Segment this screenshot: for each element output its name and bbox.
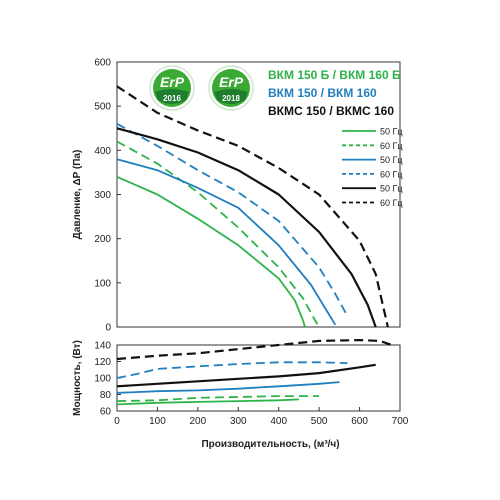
legend-group-title: ВКМ 150 Б / ВКМ 160 Б bbox=[268, 68, 401, 82]
pressure-y-tick-label: 200 bbox=[94, 234, 111, 245]
power-y-tick-label: 140 bbox=[94, 341, 111, 352]
badge-year: 2016 bbox=[163, 94, 181, 103]
pressure-y-tick-label: 500 bbox=[94, 102, 111, 113]
power-series-4-line bbox=[116, 363, 376, 388]
power-series-2-line bbox=[116, 381, 340, 394]
badge-band bbox=[214, 89, 248, 104]
power-series-3-line bbox=[116, 361, 348, 379]
power-x-tick-label: 700 bbox=[392, 416, 409, 427]
badge-band bbox=[155, 89, 189, 104]
power-x-tick-label: 300 bbox=[230, 416, 247, 427]
pressure-series-4-line bbox=[116, 127, 377, 328]
power-series-0-line bbox=[116, 398, 299, 406]
power-x-tick-label: 500 bbox=[311, 416, 328, 427]
legend-entry-label: 60 Гц bbox=[380, 198, 403, 208]
legend-entry-label: 60 Гц bbox=[380, 169, 403, 179]
pressure-y-tick-label: 0 bbox=[105, 323, 111, 334]
legend-entry-label: 50 Гц bbox=[380, 155, 403, 165]
power-x-tick-label: 600 bbox=[351, 416, 368, 427]
power-x-tick-label: 0 bbox=[114, 416, 120, 427]
pressure-y-axis-label: Давление, ΔP (Па) bbox=[72, 150, 83, 240]
power-y-tick-label: 100 bbox=[94, 374, 111, 385]
pressure-series-2-line bbox=[116, 158, 337, 326]
badge-year: 2018 bbox=[222, 94, 240, 103]
legend-group-title: ВКМ 150 / ВКМ 160 bbox=[268, 86, 377, 100]
power-x-axis-label: Производительность, (м³/ч) bbox=[201, 439, 339, 450]
power-series-1-line bbox=[116, 395, 320, 402]
erp-2016-badge-icon: ErP 2016 bbox=[149, 65, 195, 111]
legend-group-title: ВКМС 150 / ВКМС 160 bbox=[268, 104, 394, 118]
legend-entry-label: 60 Гц bbox=[380, 141, 403, 151]
pressure-y-tick-label: 300 bbox=[94, 190, 111, 201]
pressure-y-tick-label: 400 bbox=[94, 146, 111, 157]
pressure-y-tick-label: 600 bbox=[94, 58, 111, 69]
pressure-y-tick-label: 100 bbox=[94, 278, 111, 289]
power-y-tick-label: 60 bbox=[100, 407, 112, 418]
erp-2018-badge-icon: ErP 2018 bbox=[208, 65, 254, 111]
legend-entry-label: 50 Гц bbox=[380, 127, 403, 137]
legend-group-titles: ВКМ 150 Б / ВКМ 160 Б ВКМ 150 / ВКМ 160 ВК… bbox=[268, 68, 401, 118]
power-y-tick-label: 120 bbox=[94, 357, 111, 368]
pressure-series-0-line bbox=[116, 175, 306, 328]
legend: 50 Гц 60 Гц 50 Гц 60 Гц 50 Гц 60 Гц bbox=[342, 127, 403, 208]
badge-word: ErP bbox=[219, 74, 244, 90]
legend-entry-label: 50 Гц bbox=[380, 184, 403, 194]
power-y-tick-label: 80 bbox=[100, 390, 112, 401]
power-plot: 60 80 100 120 140 0 100 200 300 400 500 600 700 Мощно… bbox=[72, 339, 409, 450]
erp-badges: ErP 2016 ErP 2018 bbox=[149, 65, 254, 111]
badge-word: ErP bbox=[160, 74, 185, 90]
power-y-axis-label: Мощность, (Вт) bbox=[72, 340, 83, 416]
pressure-series-5-line bbox=[116, 85, 389, 328]
power-x-tick-label: 200 bbox=[190, 416, 207, 427]
power-x-tick-label: 400 bbox=[270, 416, 287, 427]
power-series-5-line bbox=[116, 339, 393, 361]
pressure-plot: 0 100 200 300 400 500 600 Давление, ΔP (Па) bbox=[72, 58, 401, 334]
power-x-tick-label: 100 bbox=[149, 416, 166, 427]
pressure-series-1-line bbox=[116, 140, 320, 328]
